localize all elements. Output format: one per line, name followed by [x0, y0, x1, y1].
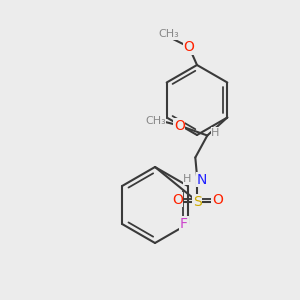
Text: H: H: [183, 175, 191, 184]
Text: O: O: [184, 40, 194, 54]
Text: O: O: [212, 193, 223, 206]
Text: H: H: [211, 128, 220, 137]
Text: O: O: [174, 118, 185, 133]
Text: O: O: [172, 193, 183, 206]
Text: N: N: [197, 172, 208, 187]
Text: S: S: [193, 194, 202, 208]
Text: CH₃: CH₃: [159, 29, 179, 39]
Text: CH₃: CH₃: [145, 116, 166, 125]
Text: F: F: [180, 217, 188, 231]
